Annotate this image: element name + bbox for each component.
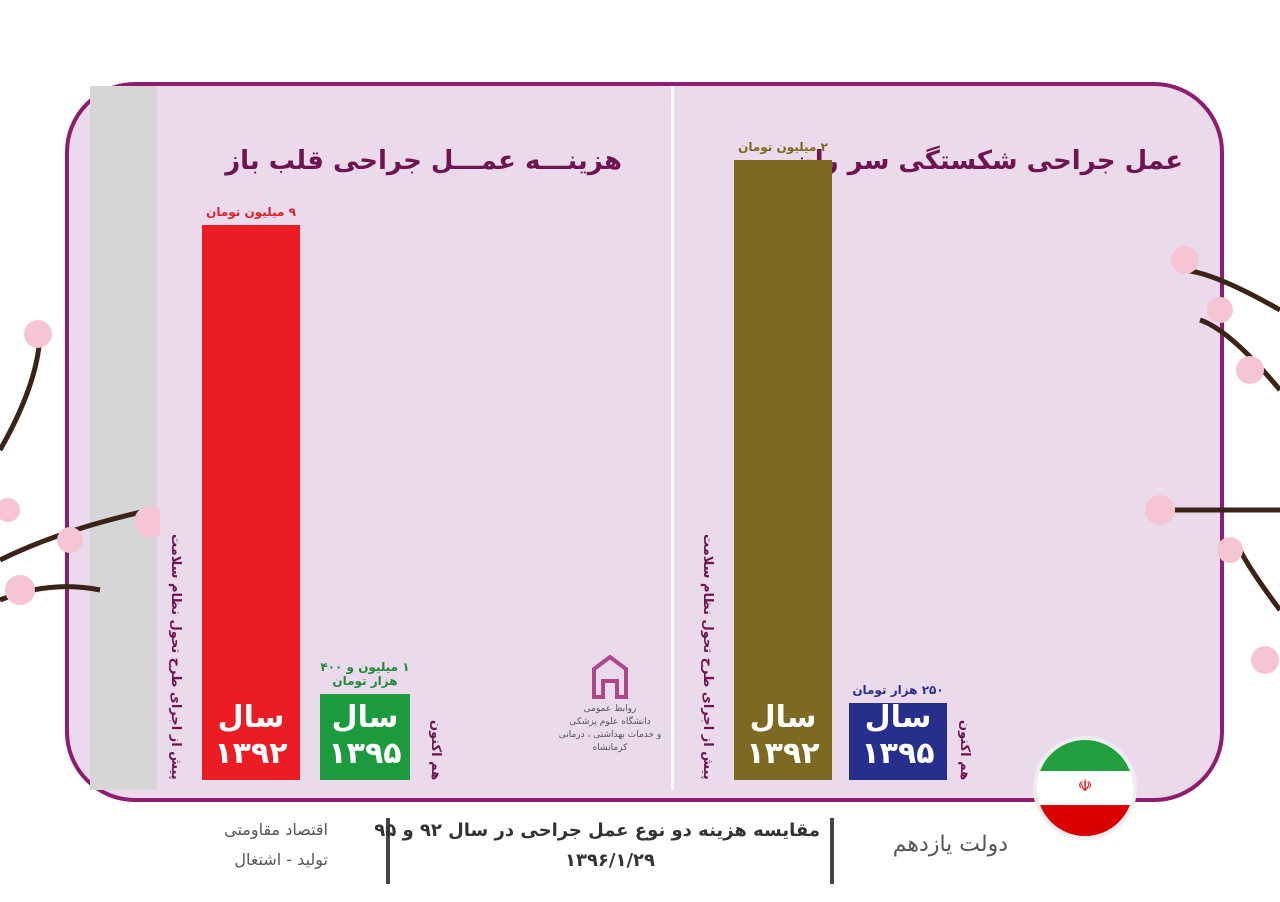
gray-strip xyxy=(90,86,157,790)
flag: ☫ xyxy=(1033,736,1137,840)
bar-text: سال xyxy=(749,700,817,735)
bar: سال ۱۳۹۵ xyxy=(320,693,410,780)
chart-title: هزینـــه عمـــل جراحی قلب باز xyxy=(225,146,622,176)
footer-right-text: دولت یازدهم xyxy=(892,832,1008,857)
bar-text: سال xyxy=(864,700,932,735)
bar: سال ۱۳۹۲ xyxy=(202,225,300,780)
footer-center-text: مقایسه هزینه دو نوع عمل جراحی در سال ۹۲ … xyxy=(374,820,820,841)
bar-note: پیش از اجرای طرح تحول نظام سلامت xyxy=(168,534,183,780)
value-label: ۲۵۰ هزار تومان xyxy=(852,682,944,697)
svg-text:☫: ☫ xyxy=(1078,776,1092,795)
logo-text: روابط عمومی دانشگاه علوم پزشکی و خدمات بهد… xyxy=(540,703,680,755)
bar-note: هم اکنون xyxy=(428,719,443,780)
bar-text: ۱۳۹۲ xyxy=(214,736,288,771)
bar-text: ۱۳۹۵ xyxy=(861,736,935,771)
value-label: ۱ میلیون و ۴۰۰ هزار تومان xyxy=(320,659,410,688)
blossom-right xyxy=(1145,246,1280,674)
bar: سال ۱۳۹۲ xyxy=(734,160,832,780)
bar-note: پیش از اجرای طرح تحول نظام سلامت xyxy=(700,534,715,780)
logo-line: و خدمات بهداشتی ، درمانی کرمانشاه xyxy=(558,730,662,753)
footer-separator xyxy=(830,818,834,884)
bar-text: سال xyxy=(217,700,285,735)
footer-center-text: ۱۳۹۶/۱/۲۹ xyxy=(564,850,656,871)
bar-note: هم اکنون xyxy=(957,719,972,780)
logo-line: روابط عمومی xyxy=(583,704,637,714)
footer-separator xyxy=(386,818,390,884)
panel-divider xyxy=(671,86,674,790)
value-label: ۹ میلیون تومان xyxy=(206,205,296,219)
logo: روابط عمومی دانشگاه علوم پزشکی و خدمات بهد… xyxy=(540,654,680,755)
logo-icon xyxy=(592,654,628,699)
logo-line: دانشگاه علوم پزشکی xyxy=(569,717,651,727)
bar-text: ۱۳۹۵ xyxy=(328,735,402,771)
chart-title: عمل جراحی شکستگی سر ران xyxy=(792,146,1183,176)
bar-text: ۱۳۹۲ xyxy=(746,736,820,771)
bar: سال ۱۳۹۵ xyxy=(849,700,947,780)
value-label: ۲ میلیون تومان xyxy=(738,140,828,154)
footer-left-text: اقتصاد مقاومتی xyxy=(224,820,328,839)
bar-text: سال xyxy=(331,699,399,735)
blossom-left xyxy=(0,320,160,605)
footer-left-text: تولید - اشتغال xyxy=(234,850,328,869)
